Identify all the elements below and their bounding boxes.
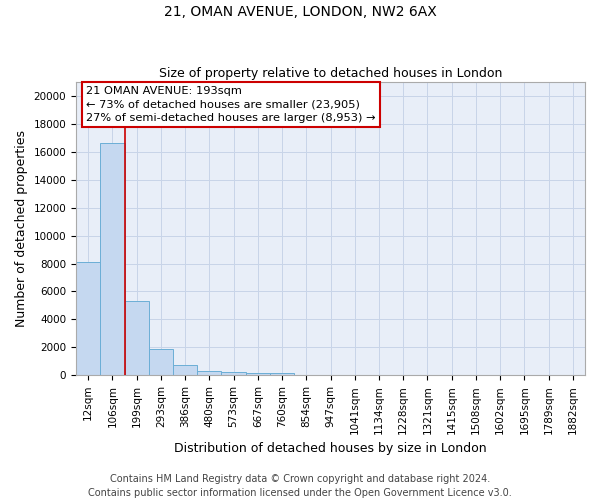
Bar (149, 350, 173, 375)
Text: 21, OMAN AVENUE, LONDON, NW2 6AX: 21, OMAN AVENUE, LONDON, NW2 6AX (164, 5, 436, 19)
Bar (100, 144, 125, 375)
Bar (270, 374, 294, 375)
Text: 21 OMAN AVENUE: 193sqm
← 73% of detached houses are smaller (23,905)
27% of semi: 21 OMAN AVENUE: 193sqm ← 73% of detached… (86, 86, 376, 123)
X-axis label: Distribution of detached houses by size in London: Distribution of detached houses by size … (174, 442, 487, 455)
Bar (197, 371, 221, 375)
Bar (173, 364, 197, 375)
Text: Contains HM Land Registry data © Crown copyright and database right 2024.
Contai: Contains HM Land Registry data © Crown c… (88, 474, 512, 498)
Bar (76, 262, 100, 375)
Bar (221, 372, 245, 375)
Title: Size of property relative to detached houses in London: Size of property relative to detached ho… (159, 66, 502, 80)
Bar (125, 301, 149, 375)
Y-axis label: Number of detached properties: Number of detached properties (15, 130, 28, 327)
Bar (245, 373, 270, 375)
